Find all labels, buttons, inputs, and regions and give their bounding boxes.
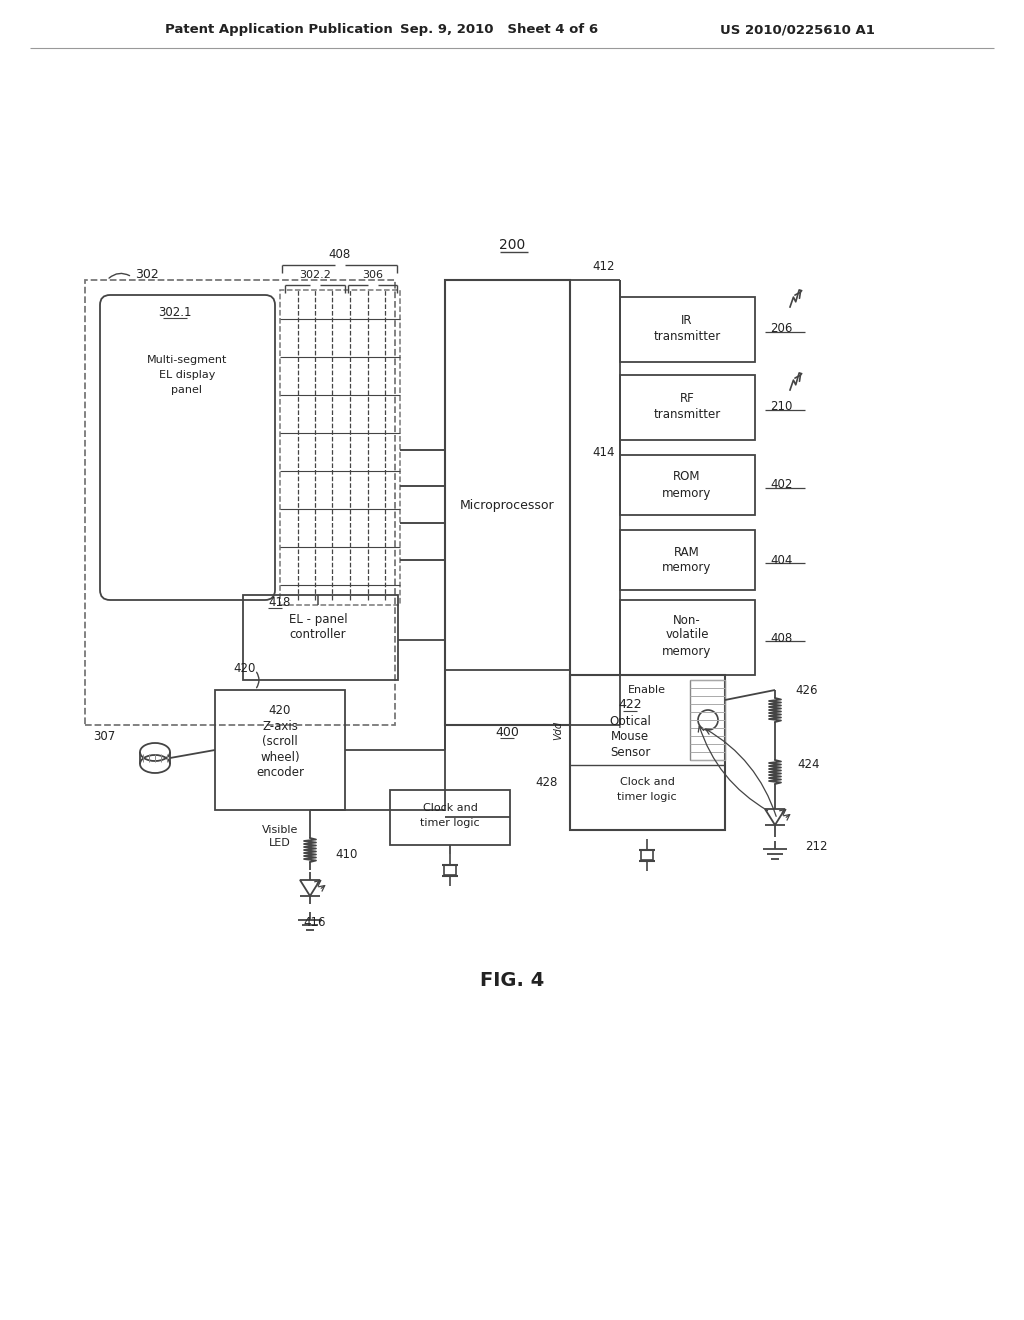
Text: encoder: encoder [256, 766, 304, 779]
Bar [620, 297, 755, 362]
Text: 302.2: 302.2 [299, 271, 331, 280]
Text: LED: LED [269, 838, 291, 847]
Text: 420: 420 [233, 661, 256, 675]
Text: 414: 414 [593, 446, 615, 458]
Bar [690, 680, 725, 760]
Text: EL - panel: EL - panel [289, 614, 347, 627]
Text: Z-axis: Z-axis [262, 721, 298, 734]
Text: (scroll: (scroll [262, 735, 298, 748]
Text: 212: 212 [805, 841, 827, 854]
Bar [620, 531, 755, 590]
Text: 422: 422 [618, 698, 642, 711]
Text: 408: 408 [329, 248, 350, 261]
Text: RAM: RAM [674, 545, 699, 558]
Text: wheel): wheel) [260, 751, 300, 763]
Bar [85, 280, 395, 725]
Text: 404: 404 [770, 553, 793, 566]
Text: Sep. 9, 2010   Sheet 4 of 6: Sep. 9, 2010 Sheet 4 of 6 [400, 24, 598, 37]
Text: 402: 402 [770, 479, 793, 491]
Text: 428: 428 [536, 776, 558, 788]
Bar [444, 865, 456, 875]
Text: FIG. 4: FIG. 4 [480, 970, 544, 990]
Text: 416: 416 [304, 916, 327, 929]
Text: 410: 410 [335, 849, 357, 862]
Bar [641, 850, 653, 861]
Text: timer logic: timer logic [617, 792, 677, 803]
Text: 302.1: 302.1 [159, 305, 191, 318]
Text: Vdd: Vdd [553, 721, 563, 739]
Bar [215, 690, 345, 810]
Bar [620, 455, 755, 515]
Text: 307: 307 [93, 730, 115, 743]
Text: 412: 412 [593, 260, 615, 273]
Text: 306: 306 [362, 271, 383, 280]
Text: transmitter: transmitter [653, 408, 721, 421]
Bar [620, 601, 755, 675]
Text: IR: IR [681, 314, 693, 326]
Bar [445, 280, 570, 725]
Text: RF: RF [680, 392, 694, 404]
Text: Microprocessor: Microprocessor [460, 499, 554, 511]
Text: 210: 210 [770, 400, 793, 413]
Text: 420: 420 [269, 704, 291, 717]
Text: memory: memory [663, 561, 712, 574]
Text: timer logic: timer logic [420, 818, 480, 828]
Text: Sensor: Sensor [610, 746, 650, 759]
Text: EL display: EL display [159, 370, 215, 380]
Text: 302: 302 [135, 268, 159, 281]
Bar [390, 789, 510, 845]
Text: volatile: volatile [666, 628, 709, 642]
Text: US 2010/0225610 A1: US 2010/0225610 A1 [720, 24, 874, 37]
Text: Optical: Optical [609, 715, 651, 729]
Text: Multi-segment: Multi-segment [146, 355, 227, 366]
Text: transmitter: transmitter [653, 330, 721, 343]
Text: Clock and: Clock and [620, 777, 675, 787]
Text: Enable: Enable [628, 685, 666, 696]
Text: Clock and: Clock and [423, 803, 477, 813]
Text: memory: memory [663, 645, 712, 659]
Text: 418: 418 [268, 595, 291, 609]
Text: panel: panel [171, 385, 203, 395]
Bar [280, 290, 400, 605]
Text: Patent Application Publication: Patent Application Publication [165, 24, 393, 37]
Text: Mouse: Mouse [611, 730, 649, 743]
Text: controller: controller [290, 628, 346, 642]
Text: 426: 426 [795, 684, 817, 697]
Text: 206: 206 [770, 322, 793, 335]
Text: ROM: ROM [673, 470, 700, 483]
Bar [620, 375, 755, 440]
Text: 200: 200 [499, 238, 525, 252]
Text: 408: 408 [770, 631, 793, 644]
Text: Visible: Visible [262, 825, 298, 836]
Text: 400: 400 [495, 726, 519, 738]
Text: 424: 424 [797, 758, 819, 771]
Bar [243, 595, 398, 680]
Bar [570, 675, 725, 830]
Text: memory: memory [663, 487, 712, 499]
Text: Non-: Non- [673, 614, 700, 627]
